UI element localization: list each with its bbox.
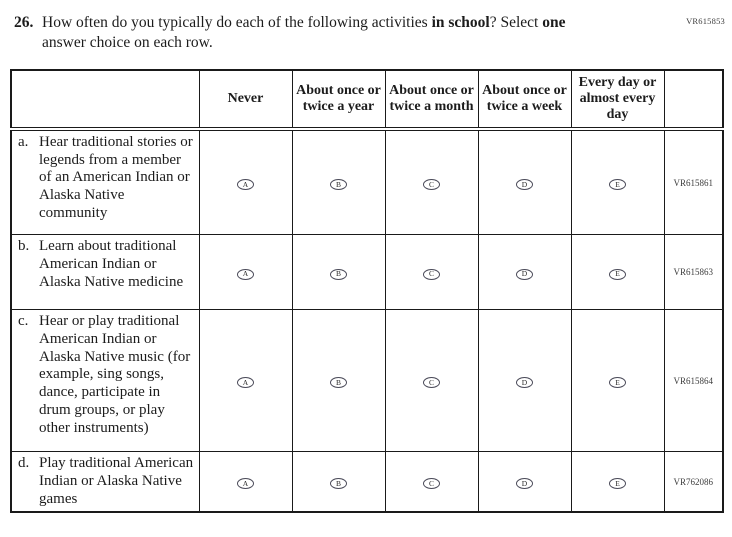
table-row-d: d. Play traditional American Indian or A… [10,451,724,513]
choice-cell-year: B [291,234,386,311]
choice-cell-month: C [384,309,479,453]
question-bold-in-school: in school [431,14,490,31]
bubble-letter: C [428,269,434,279]
choice-bubble-d[interactable]: D [516,377,533,389]
vr-code: VR615863 [663,234,724,311]
choice-cell-everyday: E [570,128,665,236]
question-number: 26. [14,14,34,31]
choice-cell-month: C [384,234,479,311]
bubble-letter: D [521,179,528,189]
question-seg2: ? Select [489,14,543,31]
choice-bubble-d[interactable]: D [516,478,533,490]
bubble-letter: C [428,478,434,488]
table-row-c: c. Hear or play traditional American Ind… [10,309,724,453]
choice-cell-everyday: E [570,451,665,513]
choice-bubble-a[interactable]: A [237,478,254,490]
row-label: Hear or play traditional American Indian… [39,313,191,436]
header-once-twice-year: About once or twice a year [291,69,386,131]
bubble-letter: A [242,179,249,189]
choice-cell-week: D [477,128,572,236]
bubble-letter: E [615,179,620,189]
choice-cell-month: C [384,128,479,236]
question-line2: answer choice on each row. [42,34,213,52]
bubble-letter: C [428,179,434,189]
bubble-letter: D [521,377,528,387]
choice-cell-everyday: E [570,234,665,311]
question-bold-one: one [542,14,566,31]
choice-bubble-a[interactable]: A [237,268,254,280]
question-seg1: How often do you typically do each of th… [42,14,432,31]
activity-label-cell: a. Hear traditional stories or legends f… [10,128,200,236]
row-label: Play traditional American Indian or Alas… [39,455,194,507]
activity-label-cell: c. Hear or play traditional American Ind… [10,309,200,453]
row-letter: c. [18,313,29,330]
choice-bubble-c[interactable]: C [423,478,440,490]
activity-label-cell: d. Play traditional American Indian or A… [10,451,200,513]
survey-table: Never About once or twice a year About o… [10,68,724,514]
choice-cell-never: A [198,128,293,236]
choice-bubble-d[interactable]: D [516,268,533,280]
choice-bubble-c[interactable]: C [423,268,440,280]
choice-cell-never: A [198,234,293,311]
choice-cell-never: A [198,451,293,513]
choice-bubble-e[interactable]: E [609,268,626,280]
choice-bubble-c[interactable]: C [423,178,440,190]
choice-bubble-b[interactable]: B [330,478,347,490]
bubble-letter: B [335,269,341,279]
choice-bubble-b[interactable]: B [330,268,347,280]
bubble-letter: B [335,377,341,387]
question-block: 26. How often do you typically do each o… [14,13,732,54]
header-row: Never About once or twice a year About o… [10,69,724,131]
choice-bubble-e[interactable]: E [609,478,626,490]
question-text: How often do you typically do each of th… [42,13,565,54]
choice-cell-week: D [477,234,572,311]
choice-cell-everyday: E [570,309,665,453]
choice-bubble-e[interactable]: E [609,178,626,190]
header-empty-code [663,69,724,131]
choice-bubble-d[interactable]: D [516,178,533,190]
row-label: Learn about traditional American Indian … [39,238,184,290]
choice-cell-week: D [477,451,572,513]
choice-cell-year: B [291,451,386,513]
header-empty-activity [10,69,200,131]
bubble-letter: B [335,179,341,189]
bubble-letter: E [615,478,620,488]
bubble-letter: A [242,269,249,279]
choice-cell-year: B [291,309,386,453]
choice-cell-year: B [291,128,386,236]
vr-code: VR615864 [663,309,724,453]
header-never: Never [198,69,293,131]
choice-bubble-b[interactable]: B [330,178,347,190]
choice-cell-week: D [477,309,572,453]
form-code-top-right: VR615853 [686,16,725,26]
header-once-twice-week: About once or twice a week [477,69,572,131]
table-row-a: a. Hear traditional stories or legends f… [10,128,724,236]
activity-label-cell: b. Learn about traditional American Indi… [10,234,200,311]
bubble-letter: C [428,377,434,387]
row-letter: a. [18,133,29,150]
bubble-letter: D [521,478,528,488]
row-label: Hear traditional stories or legends from… [39,133,193,221]
choice-bubble-c[interactable]: C [423,377,440,389]
bubble-letter: A [242,377,249,387]
choice-bubble-a[interactable]: A [237,178,254,190]
bubble-letter: D [521,269,528,279]
vr-code: VR762086 [663,451,724,513]
row-letter: b. [18,238,30,255]
bubble-letter: E [615,377,620,387]
table-row-b: b. Learn about traditional American Indi… [10,234,724,311]
bubble-letter: A [242,478,249,488]
header-every-day: Every day or almost every day [570,69,665,131]
vr-code: VR615861 [663,128,724,236]
choice-bubble-e[interactable]: E [609,377,626,389]
choice-bubble-a[interactable]: A [237,377,254,389]
row-letter: d. [18,455,30,472]
bubble-letter: B [335,478,341,488]
choice-cell-month: C [384,451,479,513]
header-once-twice-month: About once or twice a month [384,69,479,131]
choice-bubble-b[interactable]: B [330,377,347,389]
choice-cell-never: A [198,309,293,453]
bubble-letter: E [615,269,620,279]
